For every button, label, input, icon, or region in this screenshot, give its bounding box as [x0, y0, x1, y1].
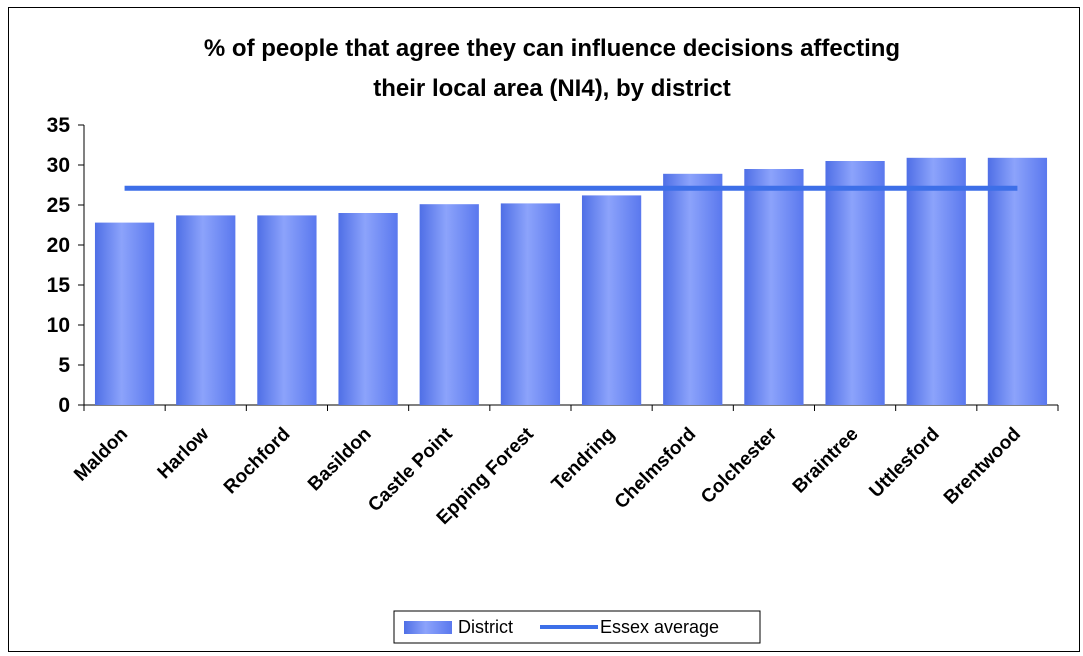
y-tick-label: 0	[58, 394, 70, 417]
legend-district-label: District	[458, 617, 513, 637]
chart-title-line-2: their local area (NI4), by district	[373, 75, 730, 102]
bar-tendring	[581, 195, 642, 405]
bar-colchester	[744, 169, 804, 405]
x-category-label: Maldon	[70, 424, 132, 486]
legend-district-swatch	[404, 621, 452, 634]
x-category-label: Chelmsford	[611, 424, 701, 514]
y-tick-label: 10	[47, 314, 70, 337]
bar-harlow	[176, 215, 236, 405]
plot-area: 0 5 10 15 20 25 30 35 Maldon Harlow Rochford Basild…	[47, 114, 1059, 529]
x-category-label: Harlow	[154, 424, 214, 484]
y-tick-label: 30	[47, 154, 70, 177]
x-category-label: Colchester	[697, 423, 782, 508]
x-category-label: Rochford	[220, 424, 295, 499]
y-tick-label: 15	[47, 274, 71, 297]
x-category-label: Braintree	[789, 424, 863, 498]
y-tick-label: 25	[47, 194, 71, 217]
legend-essex-average-label: Essex average	[600, 617, 719, 637]
bar-braintree	[825, 161, 885, 405]
bar-chelmsford	[663, 173, 723, 405]
x-category-label: Tendring	[548, 424, 619, 495]
y-tick-label: 35	[47, 114, 71, 137]
bar-maldon	[94, 222, 155, 405]
x-category-label: Uttlesford	[865, 424, 943, 502]
bar-castle-point	[419, 204, 479, 405]
bar-rochford	[257, 215, 317, 405]
y-tick-label: 20	[47, 234, 70, 257]
bar-basildon	[338, 213, 398, 405]
chart-title-line-1: % of people that agree they can influenc…	[204, 35, 900, 62]
legend: District Essex average	[393, 610, 761, 644]
bar-brentwood	[987, 157, 1048, 405]
bar-uttlesford	[906, 157, 966, 405]
x-category-label: Basildon	[304, 424, 376, 496]
y-tick-label: 5	[58, 354, 70, 377]
bar-epping-forest	[500, 203, 561, 405]
x-category-label: Brentwood	[940, 424, 1025, 509]
